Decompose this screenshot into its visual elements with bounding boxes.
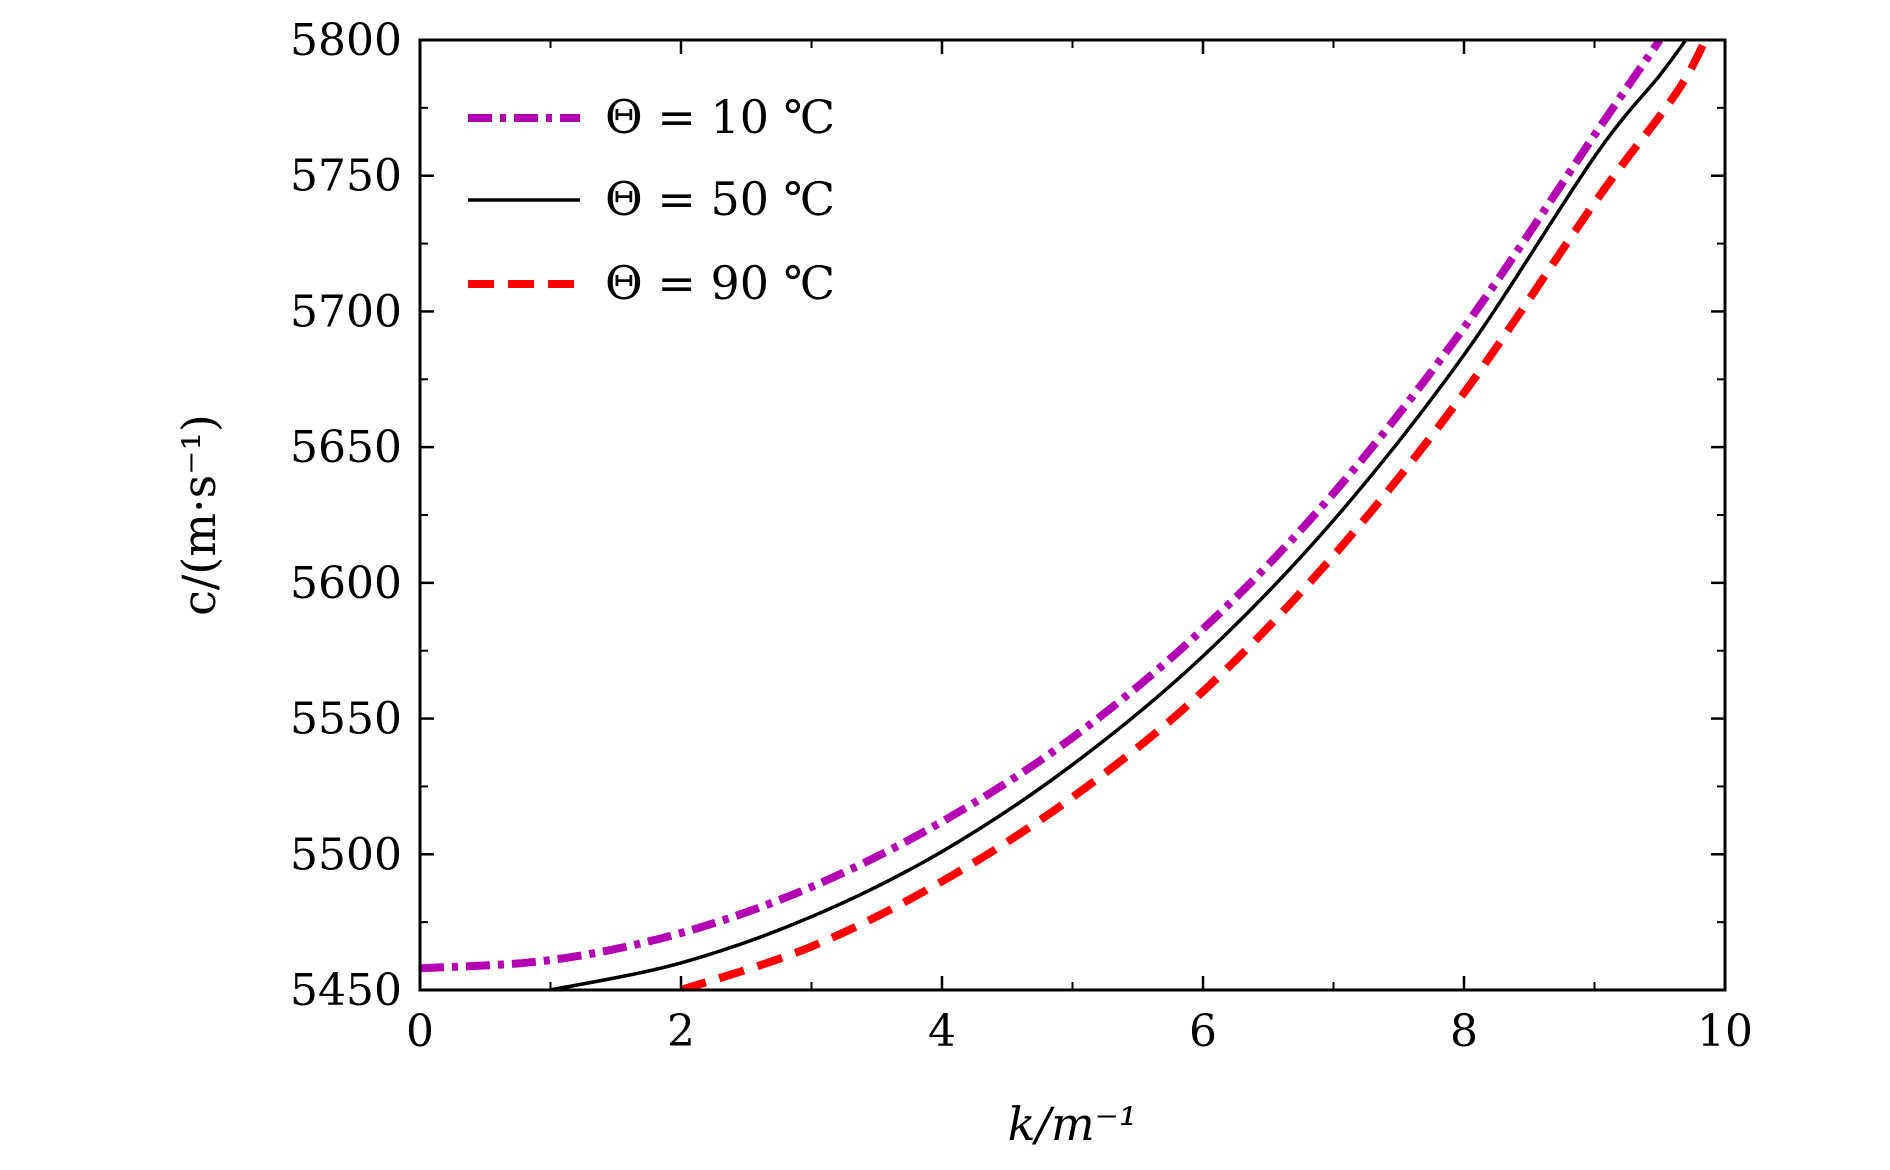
x-tick-label: 2 xyxy=(667,1006,695,1057)
x-tick-label: 0 xyxy=(406,1006,434,1057)
y-tick-label: 5600 xyxy=(290,558,402,609)
series-line-2 xyxy=(679,40,1709,990)
y-tick-label: 5550 xyxy=(290,694,402,745)
legend: Θ = 10 ℃ Θ = 50 ℃ Θ = 90 ℃ xyxy=(468,90,835,310)
legend-label-1: Θ = 50 ℃ xyxy=(605,172,835,226)
y-tick-label: 5750 xyxy=(290,151,402,202)
y-tick-label: 5500 xyxy=(290,829,402,880)
tick-layer xyxy=(418,38,1727,992)
x-tick-label: 8 xyxy=(1450,1006,1478,1057)
legend-label-0: Θ = 10 ℃ xyxy=(605,90,835,144)
series-layer xyxy=(420,40,1709,990)
y-axis-label: c/(m·s⁻¹) xyxy=(172,414,226,616)
series-line-1 xyxy=(550,40,1688,990)
x-axis-label: k/m⁻¹ xyxy=(1008,1097,1138,1151)
x-tick-label: 10 xyxy=(1697,1006,1753,1057)
y-tick-label: 5800 xyxy=(290,15,402,66)
x-tick-label: 6 xyxy=(1189,1006,1217,1057)
y-tick-label: 5700 xyxy=(290,286,402,337)
y-tick-label: 5450 xyxy=(290,965,402,1016)
y-tick-label: 5650 xyxy=(290,422,402,473)
series-line-0 xyxy=(420,40,1664,973)
legend-label-2: Θ = 90 ℃ xyxy=(605,256,835,310)
x-tick-label: 4 xyxy=(928,1006,956,1057)
label-layer: 0 2 4 6 8 10 5450 5500 5550 5600 5650 5700 5750 5800 k… xyxy=(172,15,1753,1151)
